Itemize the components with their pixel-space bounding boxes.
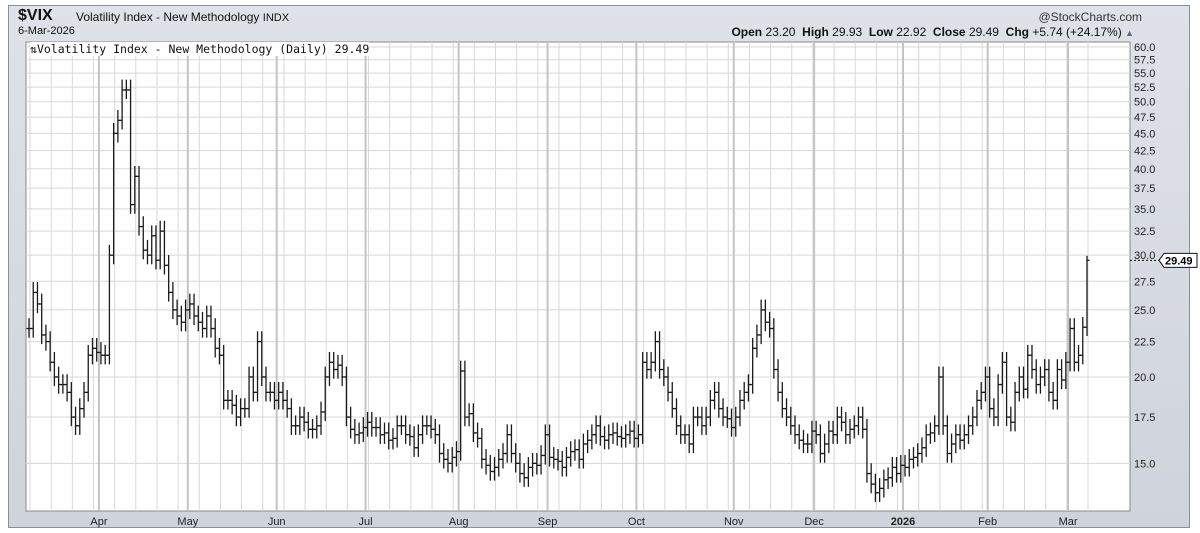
y-tick-label: 60.0 — [1134, 42, 1155, 54]
name-text: Volatility Index - New Methodology — [76, 10, 260, 24]
y-tick-label: 47.5 — [1134, 112, 1155, 124]
x-tick-label: Nov — [724, 516, 744, 528]
x-tick-label: May — [177, 516, 198, 528]
triangle-up-icon: ▲ — [1125, 28, 1134, 38]
plot-area — [25, 41, 1131, 512]
last-value-marker — [1158, 252, 1198, 268]
copyright[interactable]: @StockCharts.com — [1038, 10, 1142, 24]
high-value: 29.93 — [832, 25, 863, 39]
chg-value: +5.74 (+24.17%) — [1032, 25, 1122, 39]
open-label: Open — [731, 25, 763, 39]
y-tick-label: 50.0 — [1134, 97, 1155, 109]
close-label: Close — [932, 25, 966, 39]
y-tick-label: 20.0 — [1134, 372, 1155, 384]
instrument-name: Volatility Index - New Methodology INDX — [76, 10, 289, 24]
date: 6-Mar-2026 — [18, 25, 75, 37]
y-tick-label: 22.5 — [1134, 337, 1155, 349]
y-tick-label: 52.5 — [1134, 82, 1155, 94]
x-tick-label: Mar — [1059, 516, 1078, 528]
chart-legend: ⇅Volatility Index - New Methodology (Dai… — [30, 42, 370, 56]
chg-label: Chg — [1005, 25, 1029, 39]
x-tick-label: Oct — [628, 516, 645, 528]
y-tick-label: 25.0 — [1134, 305, 1155, 317]
ohlc-readout: Open 23.20 High 29.93 Low 22.92 Close 29… — [731, 25, 1134, 39]
y-tick-label: 37.5 — [1134, 183, 1155, 195]
y-tick-label: 40.0 — [1134, 164, 1155, 176]
y-tick-label: 57.5 — [1134, 55, 1155, 67]
x-tick-label: Feb — [978, 516, 997, 528]
x-tick-label: 2026 — [891, 516, 915, 528]
low-value: 22.92 — [896, 25, 927, 39]
x-tick-label: Jul — [359, 516, 373, 528]
y-tick-label: 17.5 — [1134, 412, 1155, 424]
open-value: 23.20 — [765, 25, 796, 39]
y-tick-label: 55.0 — [1134, 68, 1155, 80]
y-tick-label: 42.5 — [1134, 146, 1155, 158]
x-tick-label: Jun — [268, 516, 286, 528]
last-value-label: 29.49 — [1165, 255, 1193, 267]
y-tick-label: 32.5 — [1134, 226, 1155, 238]
high-label: High — [802, 25, 829, 39]
y-tick-label: 45.0 — [1134, 128, 1155, 140]
x-tick-label: Apr — [90, 516, 107, 528]
y-tick-label: 27.5 — [1134, 276, 1155, 288]
close-value: 29.49 — [968, 25, 999, 39]
low-label: Low — [868, 25, 893, 39]
x-tick-label: Dec — [804, 516, 824, 528]
symbol: $VIX — [18, 7, 53, 24]
x-tick-label: Sep — [538, 516, 558, 528]
y-tick-label: 30.0 — [1134, 250, 1155, 262]
y-tick-label: 35.0 — [1134, 204, 1155, 216]
sort-arrows-icon: ⇅ — [30, 42, 37, 56]
y-tick-label: 15.0 — [1134, 458, 1155, 470]
legend-text: Volatility Index - New Methodology (Dail… — [36, 42, 370, 56]
exchange: INDX — [262, 12, 290, 24]
x-tick-label: Aug — [449, 516, 469, 528]
